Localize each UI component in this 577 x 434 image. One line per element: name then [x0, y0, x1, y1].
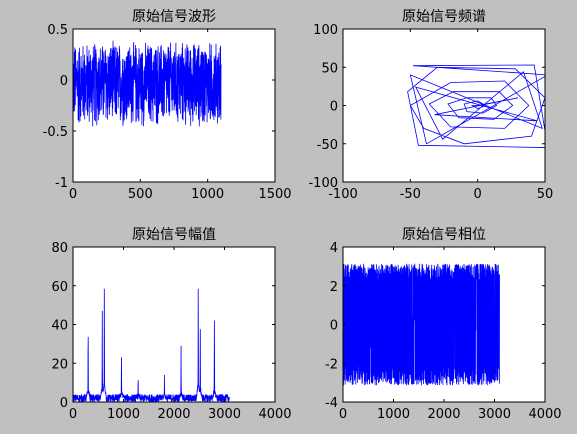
chart-title: 原始信号波形: [132, 9, 216, 25]
series-line: [73, 288, 230, 402]
series-line: [343, 263, 500, 386]
series-layer: [73, 40, 222, 127]
x-tick-label: 1500: [258, 187, 291, 202]
x-tick-label: 0: [69, 407, 77, 422]
y-tick-label: 0: [330, 319, 338, 334]
y-tick-label: -4: [325, 396, 338, 411]
x-tick-label: 50: [537, 187, 554, 202]
y-tick-label: -2: [325, 357, 338, 372]
plot-area: [73, 247, 275, 402]
x-tick-label: 0: [339, 407, 347, 422]
x-tick-label: 4000: [258, 407, 291, 422]
chart-waveform: 0 500 1000 1500 -1 -0.5 0 0.5 原始信号波形: [43, 9, 292, 202]
chart-title: 原始信号频谱: [402, 9, 486, 25]
y-tick-label: 20: [51, 357, 68, 372]
y-tick-label: 40: [51, 319, 68, 334]
y-tick-label: -0.5: [43, 125, 68, 140]
chart-phase: 0 1000 2000 3000 4000 -4 -2 0 2 4 原始信号相位: [325, 227, 562, 422]
x-tick-label: 3000: [478, 407, 511, 422]
y-tick-label: 80: [51, 241, 68, 256]
series-layer: [343, 263, 500, 386]
y-tick-label: 100: [313, 23, 338, 38]
series-layer: [407, 64, 545, 148]
x-tick-label: -50: [400, 187, 421, 202]
y-tick-label: 0: [330, 100, 338, 115]
chart-title: 原始信号相位: [402, 227, 486, 243]
x-tick-label: -100: [328, 187, 358, 202]
x-tick-label: 0: [474, 187, 482, 202]
x-tick-label: 2000: [427, 407, 460, 422]
chart-magnitude: 0 1000 2000 3000 4000 0 20 40 60 80 原始信号幅值: [51, 227, 291, 422]
y-tick-label: -100: [308, 176, 338, 191]
x-tick-label: 1000: [377, 407, 410, 422]
y-tick-label: 4: [330, 241, 338, 256]
y-tick-label: 0: [60, 74, 68, 89]
x-tick-label: 0: [69, 187, 77, 202]
y-tick-label: 50: [321, 61, 338, 76]
y-tick-label: 0.5: [47, 23, 68, 38]
x-tick-label: 3000: [208, 407, 241, 422]
series-line: [73, 40, 222, 127]
x-tick-label: 2000: [157, 407, 190, 422]
series-line: [407, 64, 545, 148]
chart-title: 原始信号幅值: [132, 227, 216, 243]
y-tick-label: 0: [60, 396, 68, 411]
x-tick-label: 1000: [107, 407, 140, 422]
y-tick-label: -1: [55, 176, 68, 191]
axes-frame: [72, 28, 276, 183]
x-tick-label: 500: [128, 187, 153, 202]
y-tick-label: -50: [317, 138, 338, 153]
x-tick-label: 1000: [191, 187, 224, 202]
y-tick-label: 2: [330, 280, 338, 295]
series-layer: [73, 288, 230, 402]
x-tick-label: 4000: [528, 407, 561, 422]
plot-area: [343, 29, 545, 182]
y-tick-label: 60: [51, 280, 68, 295]
chart-spectrum: -100 -50 0 50 -100 -50 0 50 100 原始信号频谱: [308, 9, 553, 202]
